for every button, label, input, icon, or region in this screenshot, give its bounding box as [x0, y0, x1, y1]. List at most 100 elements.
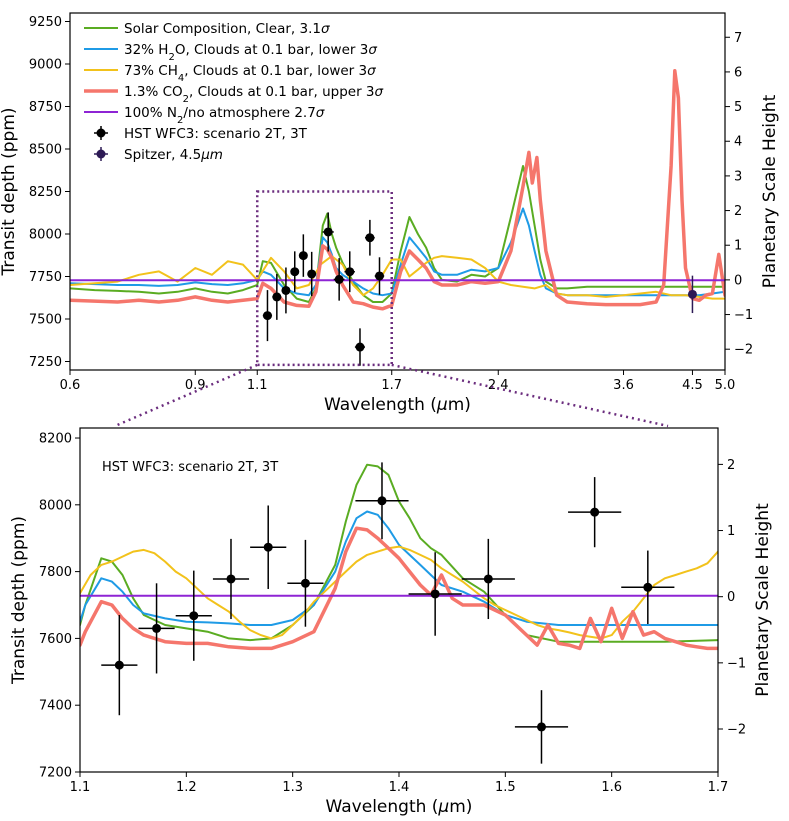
legend-label-3: 1.3% CO2, Clouds at 0.1 bar, upper 3σ — [124, 84, 384, 105]
bottom-y2tick-label-4: 2 — [727, 458, 735, 473]
top-y2tick-label-0: −2 — [734, 343, 753, 358]
top-data-point-0-9 — [355, 342, 365, 352]
bottom-y2tick-label-3: 1 — [727, 524, 735, 539]
bottom-ytick-label-4: 8000 — [39, 498, 72, 513]
legend-label-2: 73% CH4, Clouds at 0.1 bar, lower 3σ — [124, 63, 376, 84]
bottom-xtick-label-4: 1.5 — [495, 780, 516, 795]
top-y2tick-label-2: 0 — [734, 273, 742, 288]
top-data-point-1-0 — [687, 289, 697, 299]
top-xtick-label-0: 0.6 — [60, 378, 81, 393]
legend-label-1: 32% H2O, Clouds at 0.1 bar, lower 3σ — [124, 42, 377, 63]
top-data-point-0-3 — [290, 267, 300, 277]
legend-sub-2: 4 — [178, 73, 184, 84]
top-data-point-0-6 — [323, 227, 333, 237]
legend-sub-1: 2 — [168, 52, 174, 63]
bottom-data-point-0-11 — [643, 582, 653, 592]
legend-text-4: 100% N — [124, 105, 177, 121]
bottom-data-point-0-7 — [430, 589, 440, 599]
bottom-series-line-0 — [80, 463, 718, 643]
legend-rest-4: /no atmosphere 2.7 — [183, 105, 315, 121]
top-xtick-label-7: 5.0 — [715, 378, 736, 393]
legend-sigma-3: σ — [375, 84, 384, 100]
top-plot-area — [70, 69, 725, 366]
top-data-point-0-0 — [262, 311, 272, 321]
legend-text-1: 32% H — [124, 42, 168, 58]
legend-text-3: 1.3% CO — [124, 84, 183, 100]
bottom-plot-area — [80, 462, 718, 764]
top-xtick-label-6: 4.5 — [682, 378, 703, 393]
top-y2tick-label-5: 3 — [734, 169, 742, 184]
top-ytick-label-6: 8750 — [29, 100, 62, 115]
top-xlabel-mu: μ — [436, 395, 448, 415]
top-xtick-label-2: 1.1 — [247, 378, 268, 393]
bottom-data-point-0-9 — [536, 722, 546, 732]
bottom-ytick-label-0: 7200 — [39, 766, 72, 781]
bottom-ytick-label-2: 7600 — [39, 632, 72, 647]
legend-sub-4: 2 — [177, 115, 183, 126]
zoom-box — [255, 190, 393, 367]
legend-err-marker-1 — [96, 149, 106, 159]
bottom-xtick-label-2: 1.3 — [282, 780, 303, 795]
top-series-line-2 — [70, 255, 725, 300]
top-series-line-3 — [70, 69, 725, 311]
bottom-panel: 1.1 1.2 1.3 1.4 1.5 1.6 1.7 7200 7400 7600 7800 800… — [9, 427, 773, 817]
bottom-y2tick-label-2: 0 — [727, 590, 735, 605]
legend-err-unit-1: μm — [200, 147, 223, 163]
legend-text-0: Solar Composition, Clear, 3.1 — [124, 21, 321, 37]
top-data-point-0-5 — [307, 269, 317, 279]
top-data-point-0-4 — [298, 251, 308, 261]
panel-annotation: HST WFC3: scenario 2T, 3T — [102, 460, 278, 475]
top-data-point-0-1 — [272, 292, 282, 302]
bottom-xtick-label-1: 1.2 — [176, 780, 197, 795]
top-data-point-0-11 — [374, 271, 384, 281]
legend-sigma-0: σ — [321, 21, 330, 37]
legend-sub-3: 2 — [183, 94, 189, 105]
bottom-data-point-0-8 — [483, 574, 493, 584]
legend-rest-3: , Clouds at 0.1 bar, upper 3 — [189, 84, 375, 100]
top-y2tick-label-6: 4 — [734, 135, 742, 150]
bottom-series-line-2 — [80, 545, 718, 640]
legend-err-text-1: Spitzer, 4.5 — [124, 147, 201, 163]
bottom-xtick-label-6: 1.7 — [708, 780, 729, 795]
top-y-axis-label: Transit depth (ppm) — [0, 107, 19, 276]
bottom-y2tick-label-1: −1 — [727, 656, 746, 671]
top-xlabel-part-b: m) — [448, 395, 471, 415]
legend-sigma-1: σ — [368, 42, 377, 58]
legend-sigma-4: σ — [316, 105, 325, 121]
bottom-data-point-0-10 — [590, 507, 600, 517]
bottom-xtick-label-0: 1.1 — [70, 780, 91, 795]
legend-err-marker-0 — [96, 128, 106, 138]
top-y2tick-label-4: 2 — [734, 204, 742, 219]
legend-rest-1: O, Clouds at 0.1 bar, lower 3 — [175, 42, 368, 58]
top-y2tick-label-3: 1 — [734, 239, 742, 254]
bottom-ytick-label-5: 8200 — [39, 432, 72, 447]
zoom-connectors — [114, 363, 669, 428]
top-x-axis-label: Wavelength (μm) — [324, 395, 471, 415]
top-data-point-0-8 — [345, 267, 355, 277]
legend-text-2: 73% CH — [124, 63, 178, 79]
top-xtick-label-4: 2.4 — [488, 378, 509, 393]
bottom-xlabel-part-a: Wavelength ( — [326, 797, 439, 817]
top-ytick-label-3: 8000 — [29, 228, 62, 243]
top-data-point-0-2 — [281, 285, 291, 295]
top-xlabel-part-a: Wavelength ( — [324, 395, 437, 415]
top-y2tick-label-1: −1 — [734, 308, 753, 323]
bottom-y-axis-label: Transit depth (ppm) — [9, 516, 29, 685]
bottom-x-axis-label: Wavelength (μm) — [326, 797, 473, 817]
zoom-connector-right — [391, 363, 669, 428]
top-panel: 0.6 0.9 1.1 1.7 2.4 3.6 4.5 5.07250750077508000… — [0, 12, 780, 415]
bottom-data-point-0-2 — [189, 611, 199, 621]
top-series-line-0 — [70, 165, 725, 303]
top-ytick-label-2: 7750 — [29, 270, 62, 285]
legend-err-label-0: HST WFC3: scenario 2T, 3T — [124, 126, 308, 142]
bottom-data-point-0-0 — [114, 660, 124, 670]
bottom-data-point-0-3 — [226, 574, 236, 584]
top-ytick-label-5: 8500 — [29, 143, 62, 158]
top-ytick-label-4: 8250 — [29, 185, 62, 200]
bottom-y2-axis-label: Planetary Scale Height — [753, 503, 773, 697]
bottom-xtick-label-3: 1.4 — [389, 780, 410, 795]
bottom-data-point-0-4 — [263, 542, 273, 552]
legend-label-4: 100% N2/no atmosphere 2.7σ — [124, 105, 325, 126]
